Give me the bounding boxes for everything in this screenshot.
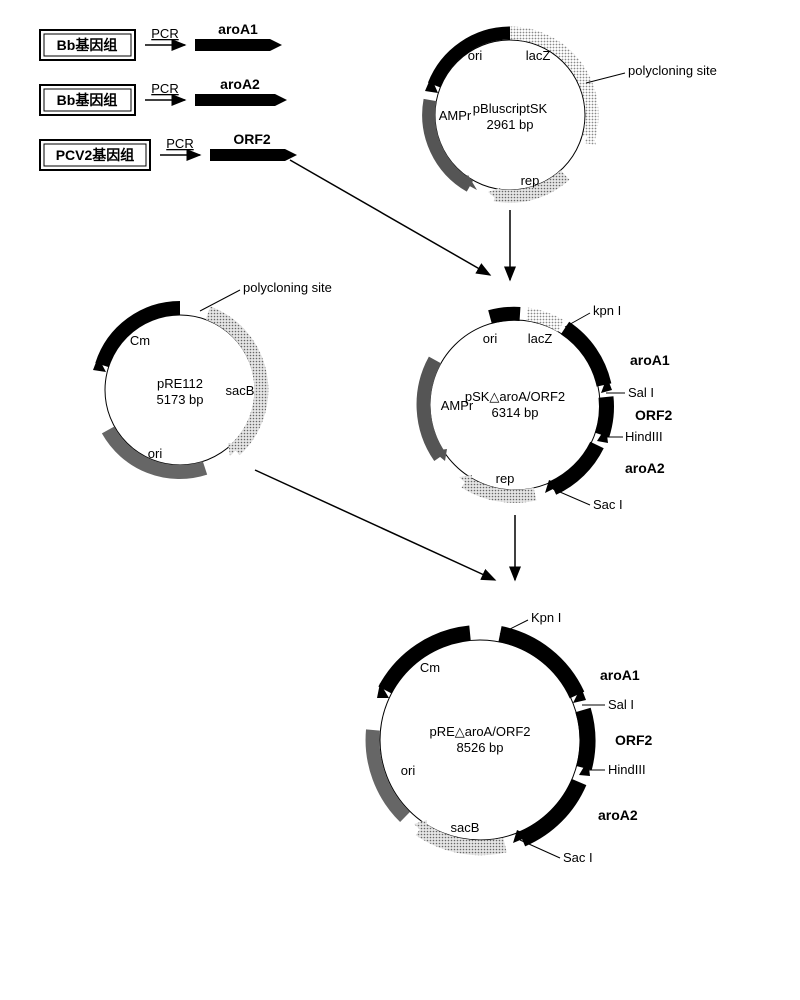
svg-text:polycloning site: polycloning site [243, 280, 332, 295]
svg-text:HindIII: HindIII [625, 429, 663, 444]
svg-text:ori: ori [468, 48, 483, 63]
svg-text:Cm: Cm [420, 660, 440, 675]
svg-text:lacZ: lacZ [528, 331, 553, 346]
svg-text:2961 bp: 2961 bp [487, 117, 534, 132]
svg-text:aroA2: aroA2 [598, 807, 638, 823]
svg-text:pBluscriptSK: pBluscriptSK [473, 101, 548, 116]
svg-text:ori: ori [483, 331, 498, 346]
svg-text:kpn I: kpn I [593, 303, 621, 318]
svg-text:rep: rep [496, 471, 515, 486]
svg-text:rep: rep [521, 173, 540, 188]
svg-text:Sal I: Sal I [608, 697, 634, 712]
svg-text:polycloning site: polycloning site [628, 63, 717, 78]
svg-text:pRE112: pRE112 [157, 376, 203, 391]
svg-text:Sac I: Sac I [593, 497, 623, 512]
svg-text:Cm: Cm [130, 333, 150, 348]
prearoa-plasmid: Cm ori sacB pRE△aroA/ORF2 8526 bp aroA1 … [373, 610, 653, 865]
svg-text:Kpn I: Kpn I [531, 610, 561, 625]
svg-text:AMPr: AMPr [439, 108, 472, 123]
svg-text:pRE△aroA/ORF2: pRE△aroA/ORF2 [429, 724, 530, 739]
svg-text:sacB: sacB [451, 820, 480, 835]
svg-text:HindIII: HindIII [608, 762, 646, 777]
svg-text:ori: ori [401, 763, 416, 778]
svg-text:aroA1: aroA1 [630, 352, 670, 368]
aroA2-arrow: aroA2 [195, 76, 287, 106]
svg-text:ORF2: ORF2 [233, 131, 271, 147]
svg-text:ori: ori [148, 446, 163, 461]
svg-text:6314 bp: 6314 bp [492, 405, 539, 420]
svg-text:5173 bp: 5173 bp [157, 392, 204, 407]
pcr-label-3: PCR [166, 136, 193, 151]
svg-text:aroA2: aroA2 [220, 76, 260, 92]
bb-genome-label-1: Bb基因组 [57, 37, 118, 53]
svg-text:aroA1: aroA1 [218, 21, 258, 37]
svg-text:8526 bp: 8526 bp [457, 740, 504, 755]
svg-text:ORF2: ORF2 [635, 407, 673, 423]
pbluscriptsk-plasmid: ori lacZ AMPr rep pBluscriptSK 2961 bp p… [425, 33, 717, 202]
pcv2-genome-label: PCV2基因组 [56, 147, 135, 163]
svg-text:aroA1: aroA1 [600, 667, 640, 683]
svg-text:Sac I: Sac I [563, 850, 593, 865]
svg-text:pSK△aroA/ORF2: pSK△aroA/ORF2 [465, 389, 565, 404]
svg-text:aroA2: aroA2 [625, 460, 665, 476]
pcr-label-2: PCR [151, 81, 178, 96]
pcr-label-1: PCR [151, 26, 178, 41]
svg-text:lacZ: lacZ [526, 48, 551, 63]
svg-text:Sal I: Sal I [628, 385, 654, 400]
pre112-plasmid: Cm sacB ori pRE112 5173 bp polycloning s… [93, 280, 332, 472]
svg-text:ORF2: ORF2 [615, 732, 653, 748]
bb-genome-label-2: Bb基因组 [57, 92, 118, 108]
orf2-arrow: ORF2 [210, 131, 297, 161]
plasmid-construction-diagram: Bb基因组 PCR aroA1 Bb基因组 PCR aroA2 PCV2基因组 … [20, 20, 780, 980]
aroA1-arrow: aroA1 [195, 21, 282, 51]
svg-text:sacB: sacB [226, 383, 255, 398]
pskaroa-plasmid: ori lacZ AMPr rep pSK△aroA/ORF2 6314 bp … [424, 303, 673, 512]
